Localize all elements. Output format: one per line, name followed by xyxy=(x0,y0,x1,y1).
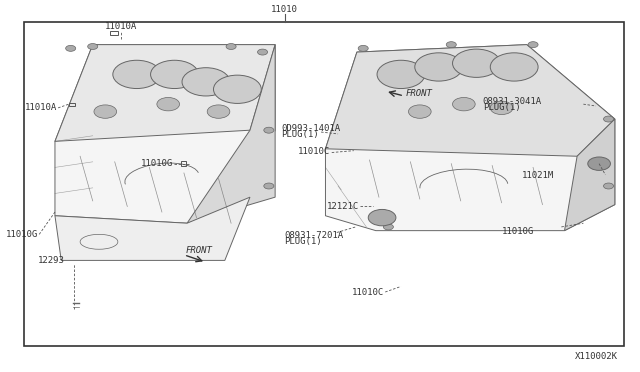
Circle shape xyxy=(88,44,98,49)
Polygon shape xyxy=(564,119,615,231)
Text: 11010G: 11010G xyxy=(502,227,534,236)
Circle shape xyxy=(214,75,261,103)
Polygon shape xyxy=(187,45,275,223)
Text: 11010C: 11010C xyxy=(298,147,330,156)
Polygon shape xyxy=(55,197,250,260)
Text: 0D993-1401A: 0D993-1401A xyxy=(282,124,340,133)
Text: 11021M: 11021M xyxy=(522,171,554,180)
Circle shape xyxy=(604,116,614,122)
Circle shape xyxy=(113,60,161,89)
Circle shape xyxy=(150,60,198,89)
Text: 11010C: 11010C xyxy=(352,288,384,296)
Circle shape xyxy=(588,157,611,170)
Circle shape xyxy=(264,183,274,189)
Polygon shape xyxy=(326,45,615,231)
Bar xyxy=(180,161,186,166)
Circle shape xyxy=(377,60,425,89)
Text: 11010: 11010 xyxy=(271,5,298,14)
Circle shape xyxy=(264,127,274,133)
Text: X110002K: X110002K xyxy=(575,352,618,361)
Circle shape xyxy=(94,105,116,118)
Text: 11010A: 11010A xyxy=(105,22,137,31)
Text: 11010G: 11010G xyxy=(141,159,173,168)
Text: 11010A: 11010A xyxy=(24,103,57,112)
Circle shape xyxy=(452,97,475,111)
Circle shape xyxy=(207,105,230,118)
Text: PLUG(1): PLUG(1) xyxy=(483,103,520,112)
Circle shape xyxy=(415,53,463,81)
Text: PLUG(1): PLUG(1) xyxy=(282,130,319,139)
Circle shape xyxy=(66,45,76,51)
Bar xyxy=(68,103,75,106)
Text: FRONT: FRONT xyxy=(186,246,212,255)
Text: 12121C: 12121C xyxy=(326,202,359,211)
Circle shape xyxy=(490,53,538,81)
Circle shape xyxy=(226,44,236,49)
Circle shape xyxy=(157,97,179,111)
Text: FRONT: FRONT xyxy=(406,89,433,97)
Circle shape xyxy=(604,183,614,189)
Circle shape xyxy=(446,42,456,48)
Text: 08931-7201A: 08931-7201A xyxy=(285,231,344,240)
Circle shape xyxy=(383,224,394,230)
Circle shape xyxy=(528,42,538,48)
Text: 08931-3041A: 08931-3041A xyxy=(483,97,542,106)
Text: 11010G: 11010G xyxy=(6,230,38,239)
Bar xyxy=(110,31,118,35)
Text: 12293: 12293 xyxy=(38,256,65,265)
Text: PLUG(1): PLUG(1) xyxy=(285,237,322,246)
Polygon shape xyxy=(55,45,275,141)
Polygon shape xyxy=(55,45,275,223)
Circle shape xyxy=(257,49,268,55)
Circle shape xyxy=(452,49,500,77)
Circle shape xyxy=(408,105,431,118)
Polygon shape xyxy=(326,45,615,156)
Circle shape xyxy=(490,101,513,115)
Circle shape xyxy=(368,209,396,226)
Circle shape xyxy=(358,45,368,51)
Circle shape xyxy=(182,68,230,96)
